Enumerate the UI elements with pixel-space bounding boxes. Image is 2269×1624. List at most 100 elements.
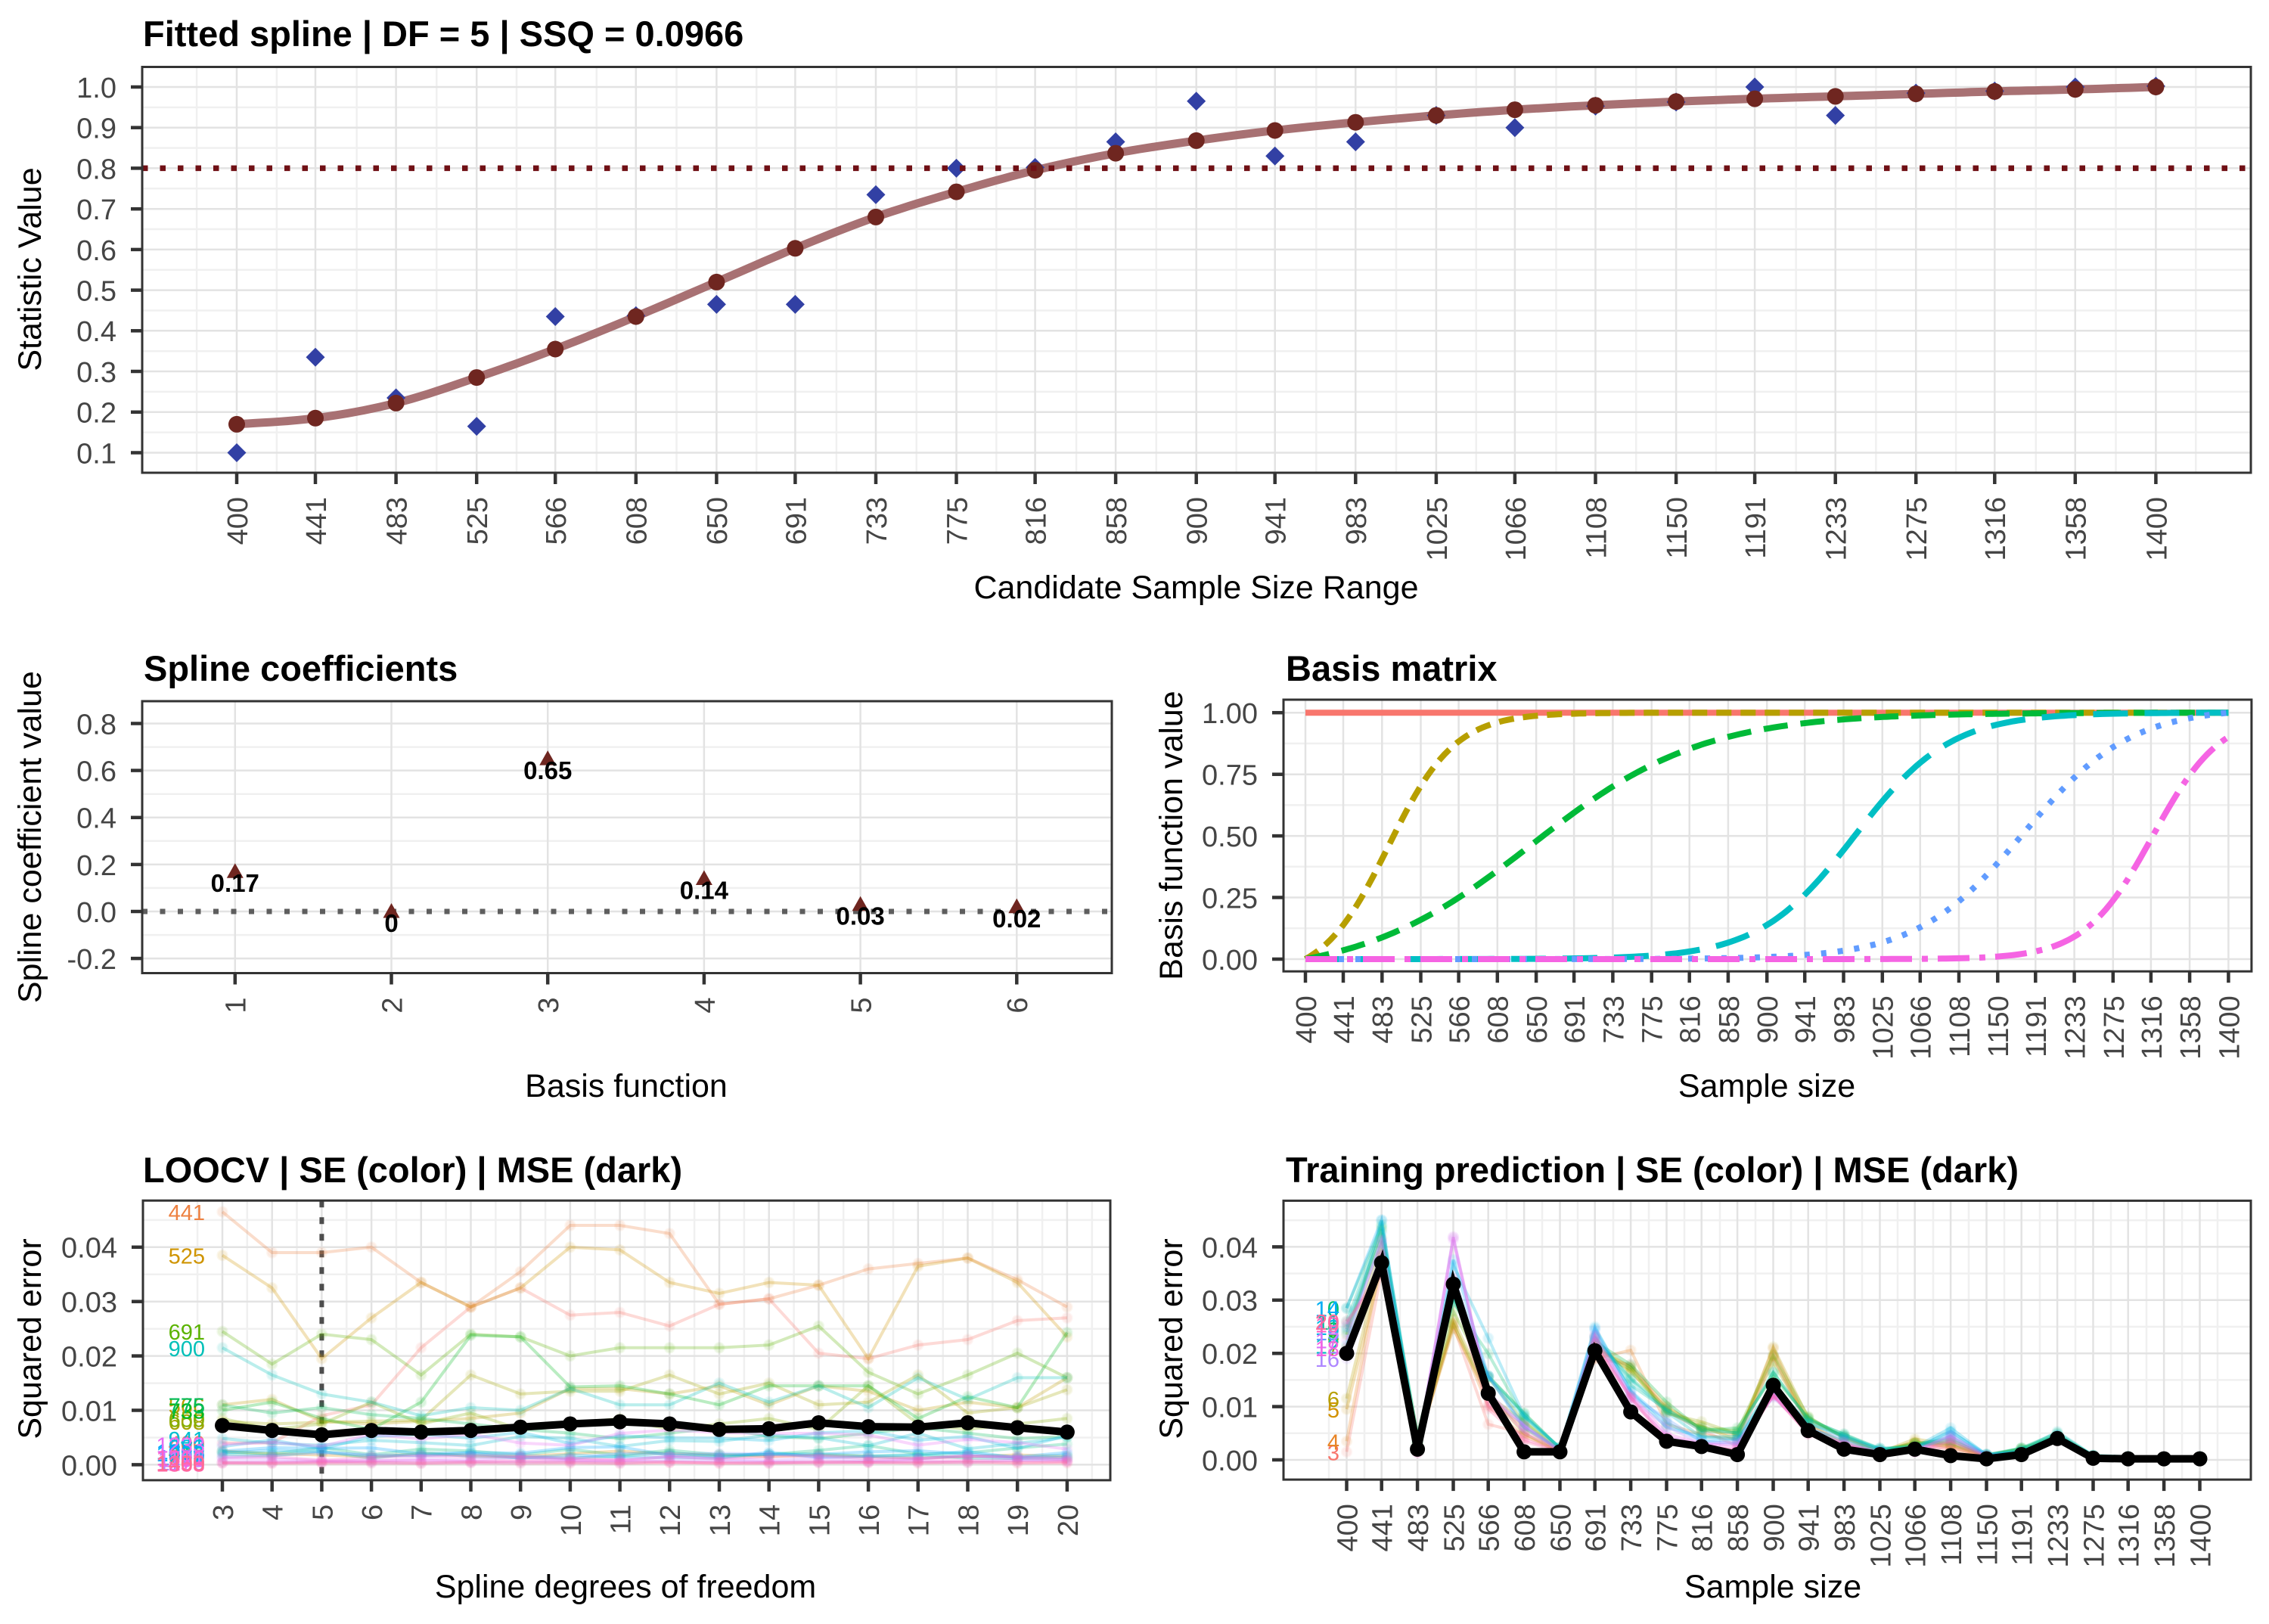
svg-text:983: 983 [1829, 995, 1861, 1043]
svg-text:1358: 1358 [2061, 497, 2093, 561]
svg-text:0.6: 0.6 [76, 756, 116, 788]
svg-text:13: 13 [1315, 1316, 1339, 1340]
svg-text:1316: 1316 [1980, 497, 2012, 561]
svg-text:566: 566 [1445, 995, 1476, 1043]
svg-text:941: 941 [1261, 497, 1293, 545]
svg-text:483: 483 [382, 497, 414, 545]
svg-text:1400: 1400 [2141, 497, 2173, 561]
svg-text:525: 525 [462, 497, 494, 545]
svg-text:Squared error: Squared error [12, 1238, 48, 1439]
svg-text:12: 12 [1315, 1335, 1339, 1359]
svg-text:17: 17 [1315, 1330, 1339, 1354]
svg-text:0.6: 0.6 [76, 235, 116, 267]
svg-text:13: 13 [705, 1504, 737, 1536]
svg-text:20: 20 [1315, 1311, 1339, 1335]
svg-text:0.5: 0.5 [76, 276, 116, 308]
svg-text:441: 441 [1367, 1504, 1399, 1551]
svg-text:Sample size: Sample size [1678, 1068, 1855, 1104]
svg-text:1108: 1108 [158, 1446, 205, 1470]
svg-text:1108: 1108 [1945, 995, 1976, 1057]
svg-text:19: 19 [1003, 1504, 1035, 1536]
svg-text:15: 15 [1315, 1321, 1339, 1346]
svg-text:5: 5 [1327, 1399, 1339, 1423]
svg-text:941: 941 [169, 1428, 205, 1452]
svg-text:941: 941 [1790, 995, 1822, 1043]
svg-text:2: 2 [377, 998, 408, 1014]
svg-text:-0.2: -0.2 [67, 944, 116, 976]
svg-text:5: 5 [307, 1504, 339, 1520]
svg-text:16: 16 [854, 1504, 886, 1536]
svg-text:1150: 1150 [1972, 1504, 2004, 1566]
svg-text:1275: 1275 [1901, 497, 1933, 561]
svg-text:483: 483 [169, 1440, 205, 1464]
svg-text:858: 858 [1723, 1504, 1755, 1551]
svg-text:Squared error: Squared error [1153, 1238, 1190, 1439]
svg-text:1066: 1066 [156, 1441, 205, 1465]
svg-text:608: 608 [169, 1411, 205, 1435]
svg-text:Basis matrix: Basis matrix [1286, 648, 1498, 688]
svg-text:566: 566 [1474, 1504, 1506, 1551]
svg-text:0.75: 0.75 [1202, 760, 1258, 792]
svg-text:1358: 1358 [2149, 1504, 2181, 1568]
svg-text:400: 400 [1291, 995, 1323, 1043]
svg-text:525: 525 [169, 1245, 205, 1269]
svg-text:14: 14 [755, 1504, 787, 1536]
svg-text:8: 8 [456, 1504, 488, 1520]
svg-text:16: 16 [1315, 1348, 1339, 1372]
svg-text:1233: 1233 [2043, 1504, 2075, 1568]
svg-text:608: 608 [1510, 1504, 1541, 1551]
svg-text:483: 483 [1367, 995, 1399, 1043]
svg-text:441: 441 [169, 1201, 205, 1225]
svg-text:0.01: 0.01 [61, 1396, 117, 1427]
svg-text:18: 18 [953, 1504, 985, 1536]
svg-text:1191: 1191 [2021, 995, 2053, 1057]
svg-text:11: 11 [606, 1504, 638, 1534]
svg-text:983: 983 [169, 1436, 205, 1461]
svg-text:525: 525 [1407, 995, 1439, 1043]
svg-text:983: 983 [1341, 497, 1373, 545]
svg-text:691: 691 [169, 1321, 205, 1345]
svg-text:1400: 1400 [2185, 1504, 2217, 1568]
svg-text:1275: 1275 [2099, 995, 2131, 1060]
svg-text:0.01: 0.01 [1202, 1393, 1258, 1424]
svg-text:1233: 1233 [1821, 497, 1853, 561]
svg-text:1025: 1025 [1865, 1504, 1897, 1568]
svg-text:0.7: 0.7 [76, 194, 116, 226]
svg-text:691: 691 [781, 497, 812, 545]
svg-text:650: 650 [1522, 995, 1554, 1043]
svg-text:816: 816 [1687, 1504, 1719, 1551]
svg-text:0.4: 0.4 [76, 803, 116, 835]
svg-text:400: 400 [1332, 1504, 1364, 1551]
svg-text:1316: 1316 [2114, 1504, 2146, 1568]
svg-text:775: 775 [1652, 1504, 1684, 1551]
svg-text:1316: 1316 [2137, 995, 2168, 1060]
svg-text:0.02: 0.02 [61, 1342, 117, 1374]
svg-text:900: 900 [169, 1337, 205, 1362]
svg-text:0.17: 0.17 [211, 869, 259, 897]
svg-text:1233: 1233 [156, 1434, 205, 1458]
svg-text:816: 816 [1675, 995, 1707, 1043]
svg-text:Statistic Value: Statistic Value [12, 167, 48, 371]
svg-text:Spline coefficient value: Spline coefficient value [12, 671, 48, 1003]
svg-text:0.04: 0.04 [61, 1233, 117, 1265]
svg-text:17: 17 [904, 1504, 936, 1536]
svg-text:9: 9 [1327, 1319, 1339, 1343]
svg-text:0.00: 0.00 [61, 1450, 117, 1482]
svg-text:900: 900 [1752, 995, 1784, 1043]
svg-text:650: 650 [169, 1408, 205, 1432]
svg-text:Spline coefficients: Spline coefficients [144, 648, 458, 688]
svg-text:775: 775 [1637, 995, 1669, 1043]
svg-text:18: 18 [1315, 1337, 1339, 1362]
svg-text:4: 4 [258, 1504, 290, 1520]
svg-text:608: 608 [1483, 995, 1515, 1043]
svg-text:15: 15 [804, 1504, 836, 1536]
svg-text:6: 6 [1327, 1388, 1339, 1412]
svg-text:12: 12 [655, 1504, 687, 1536]
svg-text:733: 733 [169, 1400, 205, 1424]
svg-text:0.9: 0.9 [76, 113, 116, 145]
svg-text:983: 983 [1830, 1504, 1861, 1551]
svg-text:900: 900 [1182, 497, 1214, 545]
svg-text:Fitted spline | DF = 5 | SSQ =: Fitted spline | DF = 5 | SSQ = 0.0966 [143, 14, 743, 54]
svg-text:Sample size: Sample size [1684, 1569, 1861, 1605]
svg-text:733: 733 [1598, 995, 1630, 1043]
